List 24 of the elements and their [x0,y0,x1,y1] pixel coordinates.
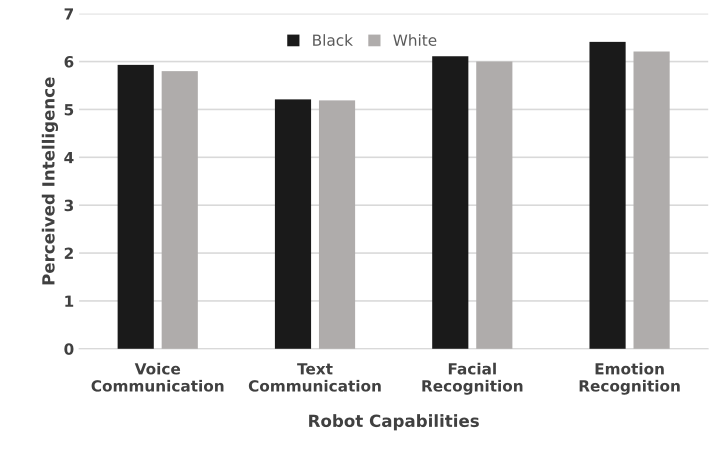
bar [589,42,626,349]
bar [118,64,154,349]
legend-label: Black [313,34,353,46]
x-tick-label: Text Communication [248,363,381,392]
bar [634,52,670,349]
y-axis-title: Perceived Intelligence [42,77,58,284]
y-tick-label: 6 [64,56,74,68]
y-tick-label: 3 [64,200,74,212]
y-tick-label: 7 [64,8,74,20]
bar [432,56,468,349]
x-axis-title: Robot Capabilities [309,414,479,430]
bar [318,100,356,349]
bar [476,62,512,349]
y-tick-label: 4 [64,152,74,164]
y-tick-label: 0 [64,343,74,355]
y-tick-label: 1 [65,296,74,307]
legend-label: White [393,34,436,46]
x-tick-label: Emotion Recognition [580,362,680,395]
x-tick-label: Facial Recognition [422,362,522,395]
x-tick-label: Voice Communication [92,362,224,392]
bar [162,71,198,349]
y-tick-label: 2 [64,248,73,259]
y-tick-label: 5 [64,104,74,116]
bar [274,99,312,349]
